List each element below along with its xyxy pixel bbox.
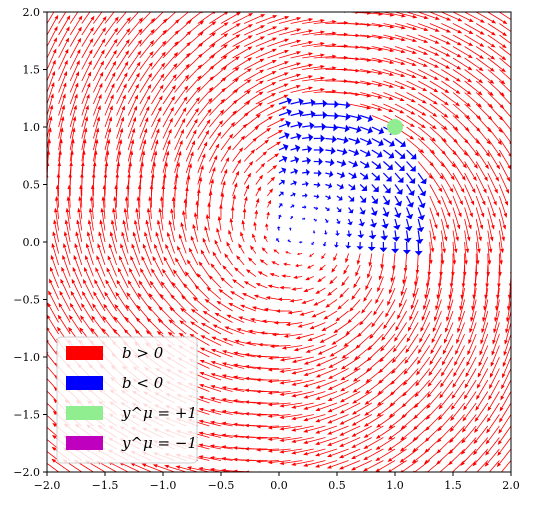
arrow-shaft <box>302 149 308 150</box>
arrow-shaft <box>325 139 332 140</box>
arrow-shaft <box>383 231 384 237</box>
arrow-shaft <box>325 242 326 244</box>
arrow-shaft <box>314 103 323 104</box>
arrow-shaft <box>336 242 337 245</box>
arrow-shaft <box>360 231 361 235</box>
arrow-shaft <box>302 161 307 162</box>
arrow-shaft <box>302 184 306 185</box>
arrow-shaft <box>349 231 350 235</box>
arrow-shaft <box>429 254 430 272</box>
arrow-shaft <box>276 334 290 335</box>
arrow-shaft <box>302 172 306 173</box>
arrow-shaft <box>261 356 279 357</box>
arrow-shaft <box>325 127 333 128</box>
arrow-shaft <box>372 231 373 236</box>
arrow-shaft <box>325 150 331 151</box>
arrow-shaft <box>314 208 316 209</box>
arrow-shaft <box>279 217 280 219</box>
arrow-shaft <box>314 196 317 197</box>
